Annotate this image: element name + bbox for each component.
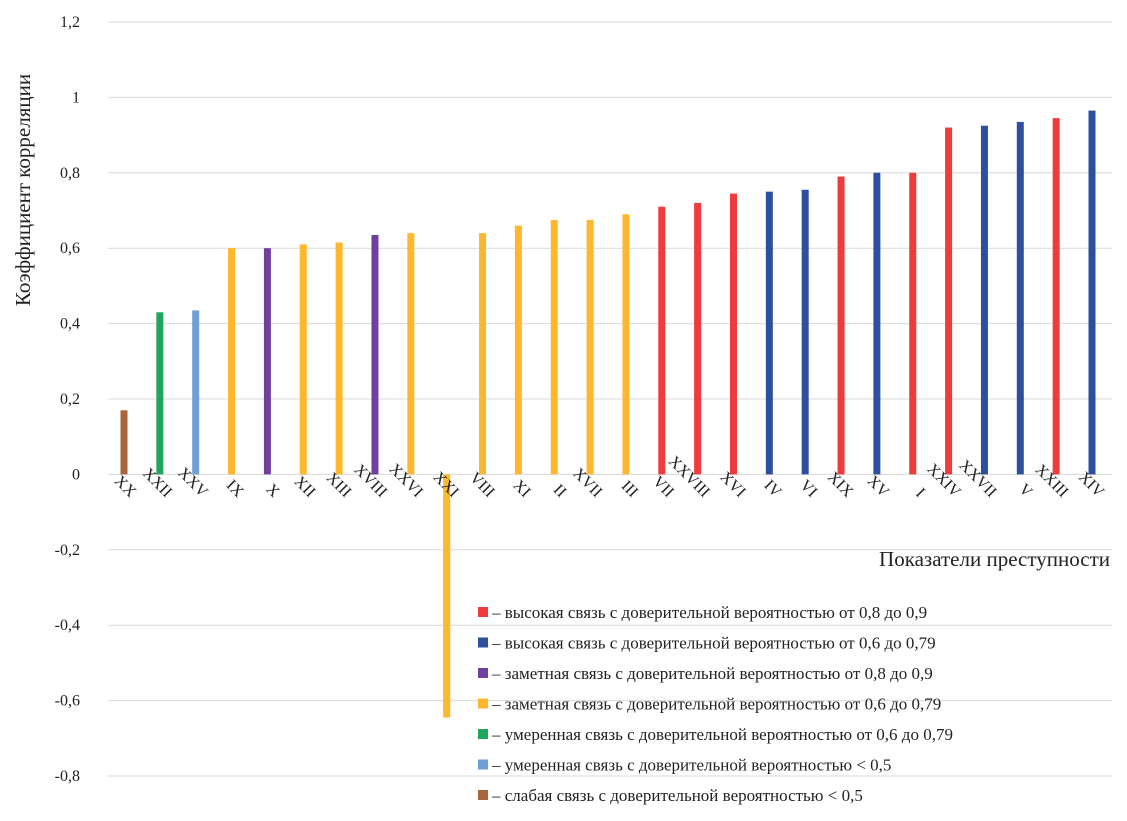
bar-xxv [192,310,200,475]
bar-xvi [729,193,737,475]
category-label: X [262,481,283,502]
category-label: XVI [717,469,749,501]
category-label: XV [864,472,893,501]
bar-xvii [586,219,594,475]
category-label: XXIII [1032,461,1072,501]
bar-xxvi [407,233,415,475]
bar-ii [550,219,558,475]
x-axis-title: Показатели преступности [879,547,1110,571]
y-axis-tick-labels: 1,2 1 0,8 0,6 0,4 0,2 0 -0,2 -0,4 -0,6 -0,8 [55,14,80,785]
bar-xxi [443,474,451,718]
bar-xxiii [1052,118,1060,475]
bar-ix [228,248,236,475]
y-tick-label: 0,2 [60,391,80,408]
category-label: III [618,478,641,501]
bars [120,110,1096,718]
category-label: XIV [1075,469,1107,501]
bar-iv [765,191,773,475]
legend-label: – умеренная связь с доверительной вероят… [491,725,953,744]
category-label: XXI [430,469,462,501]
category-label: II [550,481,570,501]
category-label: V [1015,481,1036,502]
bar-xxii [156,312,164,475]
y-tick-label: 0,6 [60,240,80,257]
legend-label: – умеренная связь с доверительной вероят… [491,756,891,775]
bar-xxvii [980,125,988,475]
bar-xx [120,410,128,475]
category-label: IV [761,477,785,501]
category-label: XXII [139,465,175,501]
category-label: XI [510,477,534,501]
bar-v [1016,121,1024,475]
category-label: VI [796,477,820,501]
legend-label: – заметная связь с доверительной вероятн… [491,695,941,714]
y-tick-label: 0,8 [60,165,80,182]
legend-label: – слабая связь с доверительной вероятнос… [491,786,863,805]
bar-xiii [335,242,343,475]
category-label: IX [223,477,247,501]
bar-vi [801,189,809,475]
category-label: XII [291,473,319,501]
legend-swatch [478,607,488,617]
category-label: XVII [569,465,605,501]
legend-swatch [478,729,488,739]
gridlines [108,21,1112,777]
category-label: VII [649,473,677,501]
y-tick-label: 1 [72,89,80,106]
bar-x [263,248,271,475]
bar-xxviii [694,202,702,475]
y-tick-label: 0 [72,466,80,483]
legend: – высокая связь с доверительной вероятно… [478,603,953,805]
category-label: XX [111,472,140,501]
category-label: XXVIII [665,453,713,501]
bar-xviii [371,235,379,475]
y-tick-label: -0,6 [55,693,80,710]
legend-swatch [478,790,488,800]
bar-xiv [1088,110,1096,475]
bar-iii [622,214,630,475]
legend-label: – высокая связь с доверительной вероятно… [491,603,927,622]
bar-vii [658,206,666,475]
y-axis-title: Коэффициент корреляции [11,74,35,306]
y-tick-label: 1,2 [60,14,80,31]
legend-swatch [478,668,488,678]
legend-swatch [478,759,488,770]
bar-xv [873,172,881,475]
category-label: I [912,485,928,501]
bar-xxiv [945,127,953,475]
bar-xi [514,225,522,475]
y-tick-label: 0,4 [60,316,80,333]
legend-label: – высокая связь с доверительной вероятно… [491,634,936,653]
category-label: XXVI [386,461,426,501]
category-label: XXV [174,464,211,501]
category-label: XVIII [350,461,390,501]
y-tick-label: -0,4 [55,617,80,634]
legend-swatch [478,698,488,709]
category-label: XXVII [956,457,1000,501]
bar-xix [837,176,845,475]
y-tick-label: -0,8 [55,768,80,785]
legend-label: – заметная связь с доверительной вероятн… [491,664,933,683]
legend-swatch [478,637,488,648]
bar-viii [479,233,487,475]
y-tick-label: -0,2 [55,542,80,559]
category-label: XIX [824,469,856,501]
bar-xii [299,244,307,475]
bar-i [909,172,917,475]
